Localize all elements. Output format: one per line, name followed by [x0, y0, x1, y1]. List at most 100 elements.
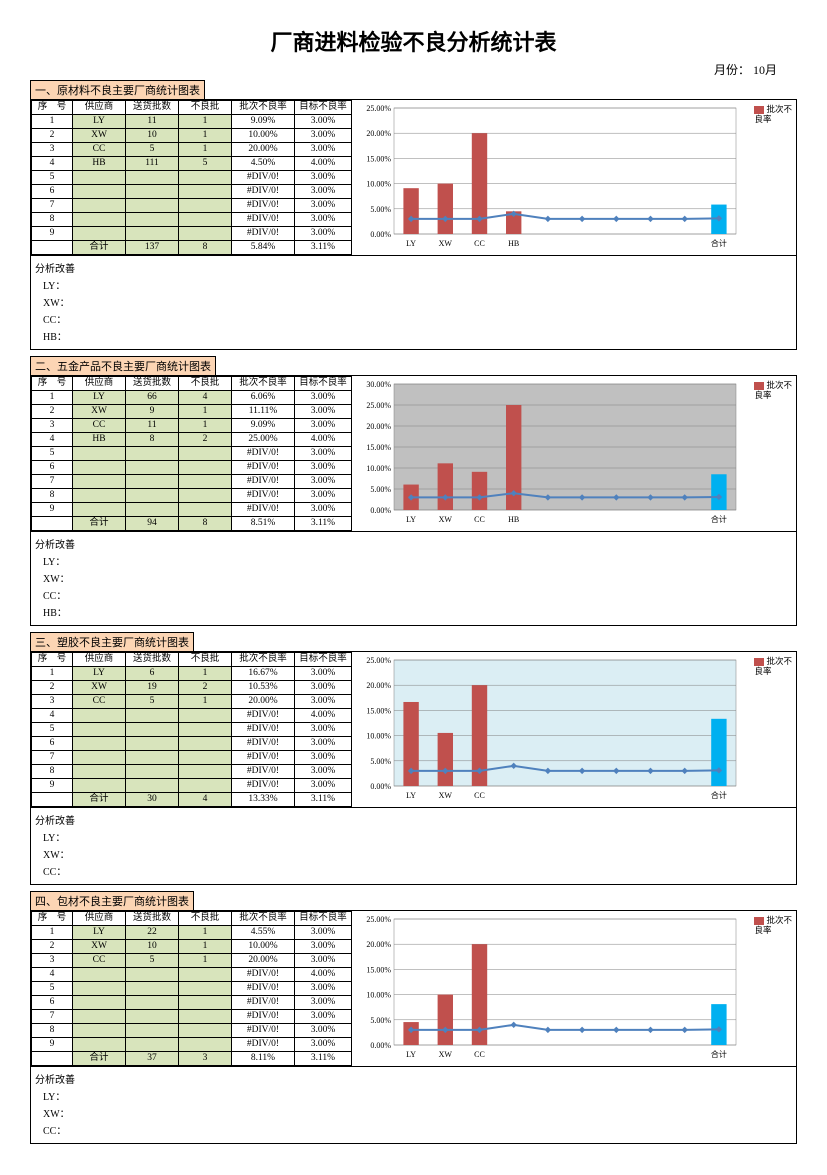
cell: 2 [32, 405, 73, 419]
table-row: 7#DIV/0!3.00% [32, 751, 352, 765]
cell: 2 [32, 940, 73, 954]
cell: 3.00% [295, 503, 352, 517]
cell [126, 1038, 179, 1052]
analysis-line: CC： [35, 863, 792, 878]
col-header: 送货批数 [126, 377, 179, 391]
cell: 8 [32, 765, 73, 779]
total-cell: 37 [126, 1052, 179, 1066]
col-header: 目标不良率 [295, 101, 352, 115]
cell [73, 227, 126, 241]
cell: 2 [179, 681, 232, 695]
total-row: 合计30413.33%3.11% [32, 793, 352, 807]
chart: 0.00%5.00%10.00%15.00%20.00%25.00%LYXWCC… [352, 100, 792, 252]
cell: LY [73, 391, 126, 405]
analysis-box: 分析改善LY：XW：CC：HB： [30, 532, 797, 626]
cell: 3.00% [295, 954, 352, 968]
col-header: 批次不良率 [232, 912, 295, 926]
cell: #DIV/0! [232, 982, 295, 996]
cell: 7 [32, 475, 73, 489]
cell: CC [73, 954, 126, 968]
total-label: 合计 [73, 241, 126, 255]
svg-text:20.00%: 20.00% [366, 940, 391, 949]
cell: #DIV/0! [232, 171, 295, 185]
col-header: 序 号 [32, 377, 73, 391]
svg-text:XW: XW [439, 239, 453, 248]
section-block: 序 号供应商送货批数不良批批次不良率目标不良率1LY1119.09%3.00%2… [30, 99, 797, 256]
cell: HB [73, 433, 126, 447]
svg-text:25.00%: 25.00% [366, 104, 391, 113]
cell [126, 185, 179, 199]
bar [438, 733, 453, 786]
bar [438, 463, 453, 510]
cell [126, 447, 179, 461]
bar [403, 188, 418, 234]
total-label: 合计 [73, 793, 126, 807]
cell: 20.00% [232, 143, 295, 157]
cell: 1 [179, 143, 232, 157]
svg-text:LY: LY [406, 1050, 416, 1059]
cell: #DIV/0! [232, 503, 295, 517]
table-row: 7#DIV/0!3.00% [32, 475, 352, 489]
cell: #DIV/0! [232, 779, 295, 793]
cell: 3.00% [295, 926, 352, 940]
cell: 2 [179, 433, 232, 447]
table-row: 2XW9111.11%3.00% [32, 405, 352, 419]
cell: 2 [32, 129, 73, 143]
cell: #DIV/0! [232, 765, 295, 779]
total-row: 合计13785.84%3.11% [32, 241, 352, 255]
cell: XW [73, 129, 126, 143]
table-row: 4HB8225.00%4.00% [32, 433, 352, 447]
cell [126, 489, 179, 503]
cell: 6 [32, 185, 73, 199]
cell [73, 1038, 126, 1052]
cell: 6 [126, 667, 179, 681]
table-row: 2XW10110.00%3.00% [32, 129, 352, 143]
col-header: 送货批数 [126, 101, 179, 115]
svg-text:10.00%: 10.00% [366, 464, 391, 473]
cell [32, 241, 73, 255]
table-row: 9#DIV/0!3.00% [32, 779, 352, 793]
analysis-label: 分析改善 [35, 812, 792, 827]
cell: 5 [32, 723, 73, 737]
analysis-line: XW： [35, 1105, 792, 1120]
cell: 1 [179, 405, 232, 419]
cell: 1 [179, 940, 232, 954]
cell: 5 [126, 954, 179, 968]
svg-text:15.00%: 15.00% [366, 965, 391, 974]
cell: 3 [32, 143, 73, 157]
month-value: 10月 [753, 63, 777, 77]
chart-container: 0.00%5.00%10.00%15.00%20.00%25.00%LYXWCC… [352, 911, 796, 1066]
cell: 66 [126, 391, 179, 405]
cell: 10 [126, 940, 179, 954]
cell [73, 461, 126, 475]
cell: 9 [32, 503, 73, 517]
svg-text:LY: LY [406, 239, 416, 248]
cell: #DIV/0! [232, 968, 295, 982]
analysis-label: 分析改善 [35, 536, 792, 551]
cell: LY [73, 926, 126, 940]
bar-total [711, 719, 726, 786]
cell [126, 475, 179, 489]
svg-text:15.00%: 15.00% [366, 443, 391, 452]
total-cell: 13.33% [232, 793, 295, 807]
cell: #DIV/0! [232, 227, 295, 241]
section-block: 序 号供应商送货批数不良批批次不良率目标不良率1LY6116.67%3.00%2… [30, 651, 797, 808]
cell: 3.00% [295, 461, 352, 475]
cell: CC [73, 695, 126, 709]
cell: #DIV/0! [232, 475, 295, 489]
chart-container: 0.00%5.00%10.00%15.00%20.00%25.00%LYXWCC… [352, 652, 796, 807]
analysis-box: 分析改善LY：XW：CC：HB： [30, 256, 797, 350]
analysis-line: XW： [35, 846, 792, 861]
cell: #DIV/0! [232, 1024, 295, 1038]
cell: 1 [179, 695, 232, 709]
data-table: 序 号供应商送货批数不良批批次不良率目标不良率1LY1119.09%3.00%2… [31, 100, 352, 255]
cell [179, 447, 232, 461]
cell: 3.00% [295, 447, 352, 461]
cell: 6 [32, 737, 73, 751]
cell [179, 968, 232, 982]
cell [179, 1038, 232, 1052]
cell [126, 996, 179, 1010]
cell [126, 751, 179, 765]
total-cell: 3.11% [295, 241, 352, 255]
svg-text:CC: CC [474, 791, 485, 800]
